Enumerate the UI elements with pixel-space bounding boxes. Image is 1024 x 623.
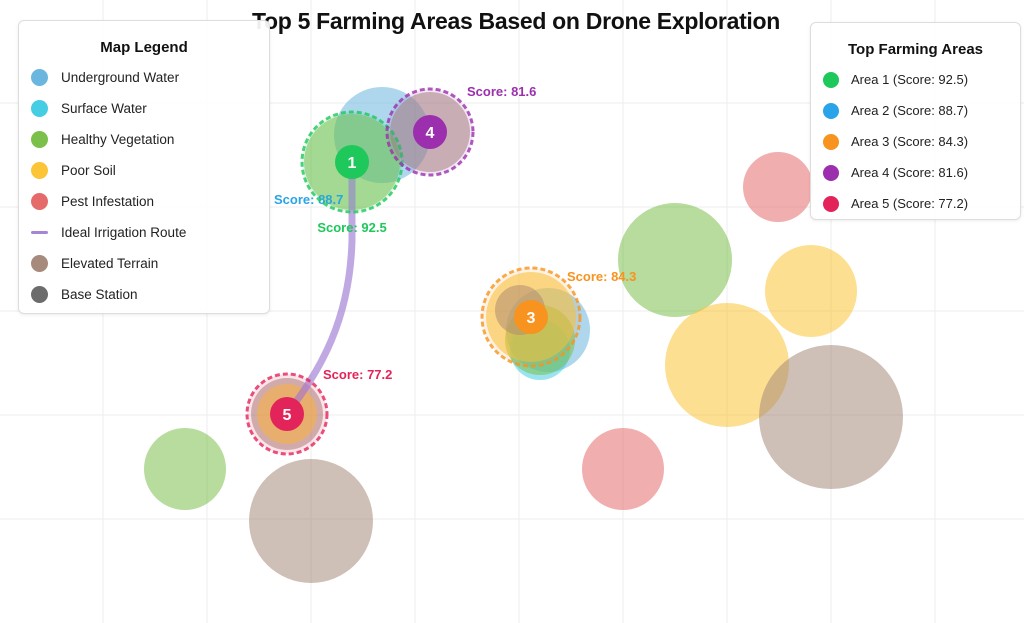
map-feature-pest-infestation[interactable] <box>743 152 813 222</box>
area-label: Area 2 (Score: 88.7) <box>851 103 969 118</box>
legend-item: Pest Infestation <box>19 186 269 217</box>
area-label: Area 1 (Score: 92.5) <box>851 72 969 87</box>
circle-swatch-icon <box>31 162 48 179</box>
area-list-item[interactable]: Area 4 (Score: 81.6) <box>811 157 1020 188</box>
area-number: 4 <box>426 125 435 142</box>
map-feature-poor-soil[interactable] <box>765 245 857 337</box>
area-color-icon <box>823 102 839 119</box>
area-color-icon <box>823 164 839 181</box>
area-score-label: Score: 84.3 <box>567 269 636 284</box>
legend-label: Ideal Irrigation Route <box>61 225 187 240</box>
legend-item: Ideal Irrigation Route <box>19 217 269 248</box>
legend-item: Base Station <box>19 279 269 310</box>
area-label: Area 4 (Score: 81.6) <box>851 165 969 180</box>
area-label: Area 3 (Score: 84.3) <box>851 134 969 149</box>
legend-label: Pest Infestation <box>61 194 155 209</box>
area-color-icon <box>823 71 839 88</box>
map-feature-healthy-vegetation[interactable] <box>144 428 226 510</box>
area-pin-icon <box>270 397 304 431</box>
area-pin-icon <box>335 145 369 179</box>
circle-swatch-icon <box>31 100 48 117</box>
map-feature-poor-soil[interactable] <box>665 303 789 427</box>
legend-item: Healthy Vegetation <box>19 124 269 155</box>
area-marker-3[interactable]: 3 Score: 84.3 <box>480 266 636 368</box>
area-label: Area 5 (Score: 77.2) <box>851 196 969 211</box>
legend-item: Surface Water <box>19 93 269 124</box>
circle-swatch-icon <box>31 69 48 86</box>
area-score-label: Score: 77.2 <box>323 367 392 382</box>
map-title: Top 5 Farming Areas Based on Drone Explo… <box>251 8 781 34</box>
circle-swatch-icon <box>31 286 48 303</box>
area-color-icon <box>823 133 839 150</box>
area-pin-icon <box>514 300 548 334</box>
map-feature-elevated-terrain[interactable] <box>249 459 373 583</box>
map-feature-elevated-terrain[interactable] <box>759 345 903 489</box>
legend-item: Underground Water <box>19 62 269 93</box>
area-marker-1[interactable]: 1 Score: 92.5 <box>300 110 404 235</box>
legend-label: Poor Soil <box>61 163 116 178</box>
legend-label: Surface Water <box>61 101 147 116</box>
map-legend: Map Legend Underground Water Surface Wate… <box>18 20 270 314</box>
area-list-item[interactable]: Area 5 (Score: 77.2) <box>811 188 1020 219</box>
circle-swatch-icon <box>31 193 48 210</box>
circle-swatch-icon <box>31 255 48 272</box>
area-number: 1 <box>348 155 357 172</box>
area-marker-4[interactable]: 4 Score: 81.6 <box>385 84 536 177</box>
area-score-label: Score: 92.5 <box>317 220 386 235</box>
legend-title: Map Legend <box>100 39 188 56</box>
area-score-label: Score: 81.6 <box>467 84 536 99</box>
legend-item: Poor Soil <box>19 155 269 186</box>
map-feature-pest-infestation[interactable] <box>582 428 664 510</box>
irrigation-route <box>286 161 356 414</box>
area-list-item[interactable]: Area 2 (Score: 88.7) <box>811 95 1020 126</box>
area-color-icon <box>823 195 839 212</box>
area-number: 5 <box>283 407 292 424</box>
legend-item: Elevated Terrain <box>19 248 269 279</box>
map-feature-healthy-vegetation[interactable] <box>618 203 732 317</box>
area-list-item[interactable]: Area 1 (Score: 92.5) <box>811 64 1020 95</box>
circle-swatch-icon <box>31 131 48 148</box>
area-marker-5[interactable]: 5 Score: 77.2 <box>245 367 392 456</box>
area-number: 3 <box>527 310 536 327</box>
top-areas-title: Top Farming Areas <box>847 41 984 58</box>
area-pin-icon <box>413 115 447 149</box>
legend-label: Base Station <box>61 287 138 302</box>
legend-label: Elevated Terrain <box>61 256 159 271</box>
top-areas-panel: Top Farming Areas Area 1 (Score: 92.5) Ar… <box>810 22 1021 220</box>
area-list-item[interactable]: Area 3 (Score: 84.3) <box>811 126 1020 157</box>
legend-label: Healthy Vegetation <box>61 132 175 147</box>
legend-label: Underground Water <box>61 70 180 85</box>
line-swatch-icon <box>31 231 48 234</box>
